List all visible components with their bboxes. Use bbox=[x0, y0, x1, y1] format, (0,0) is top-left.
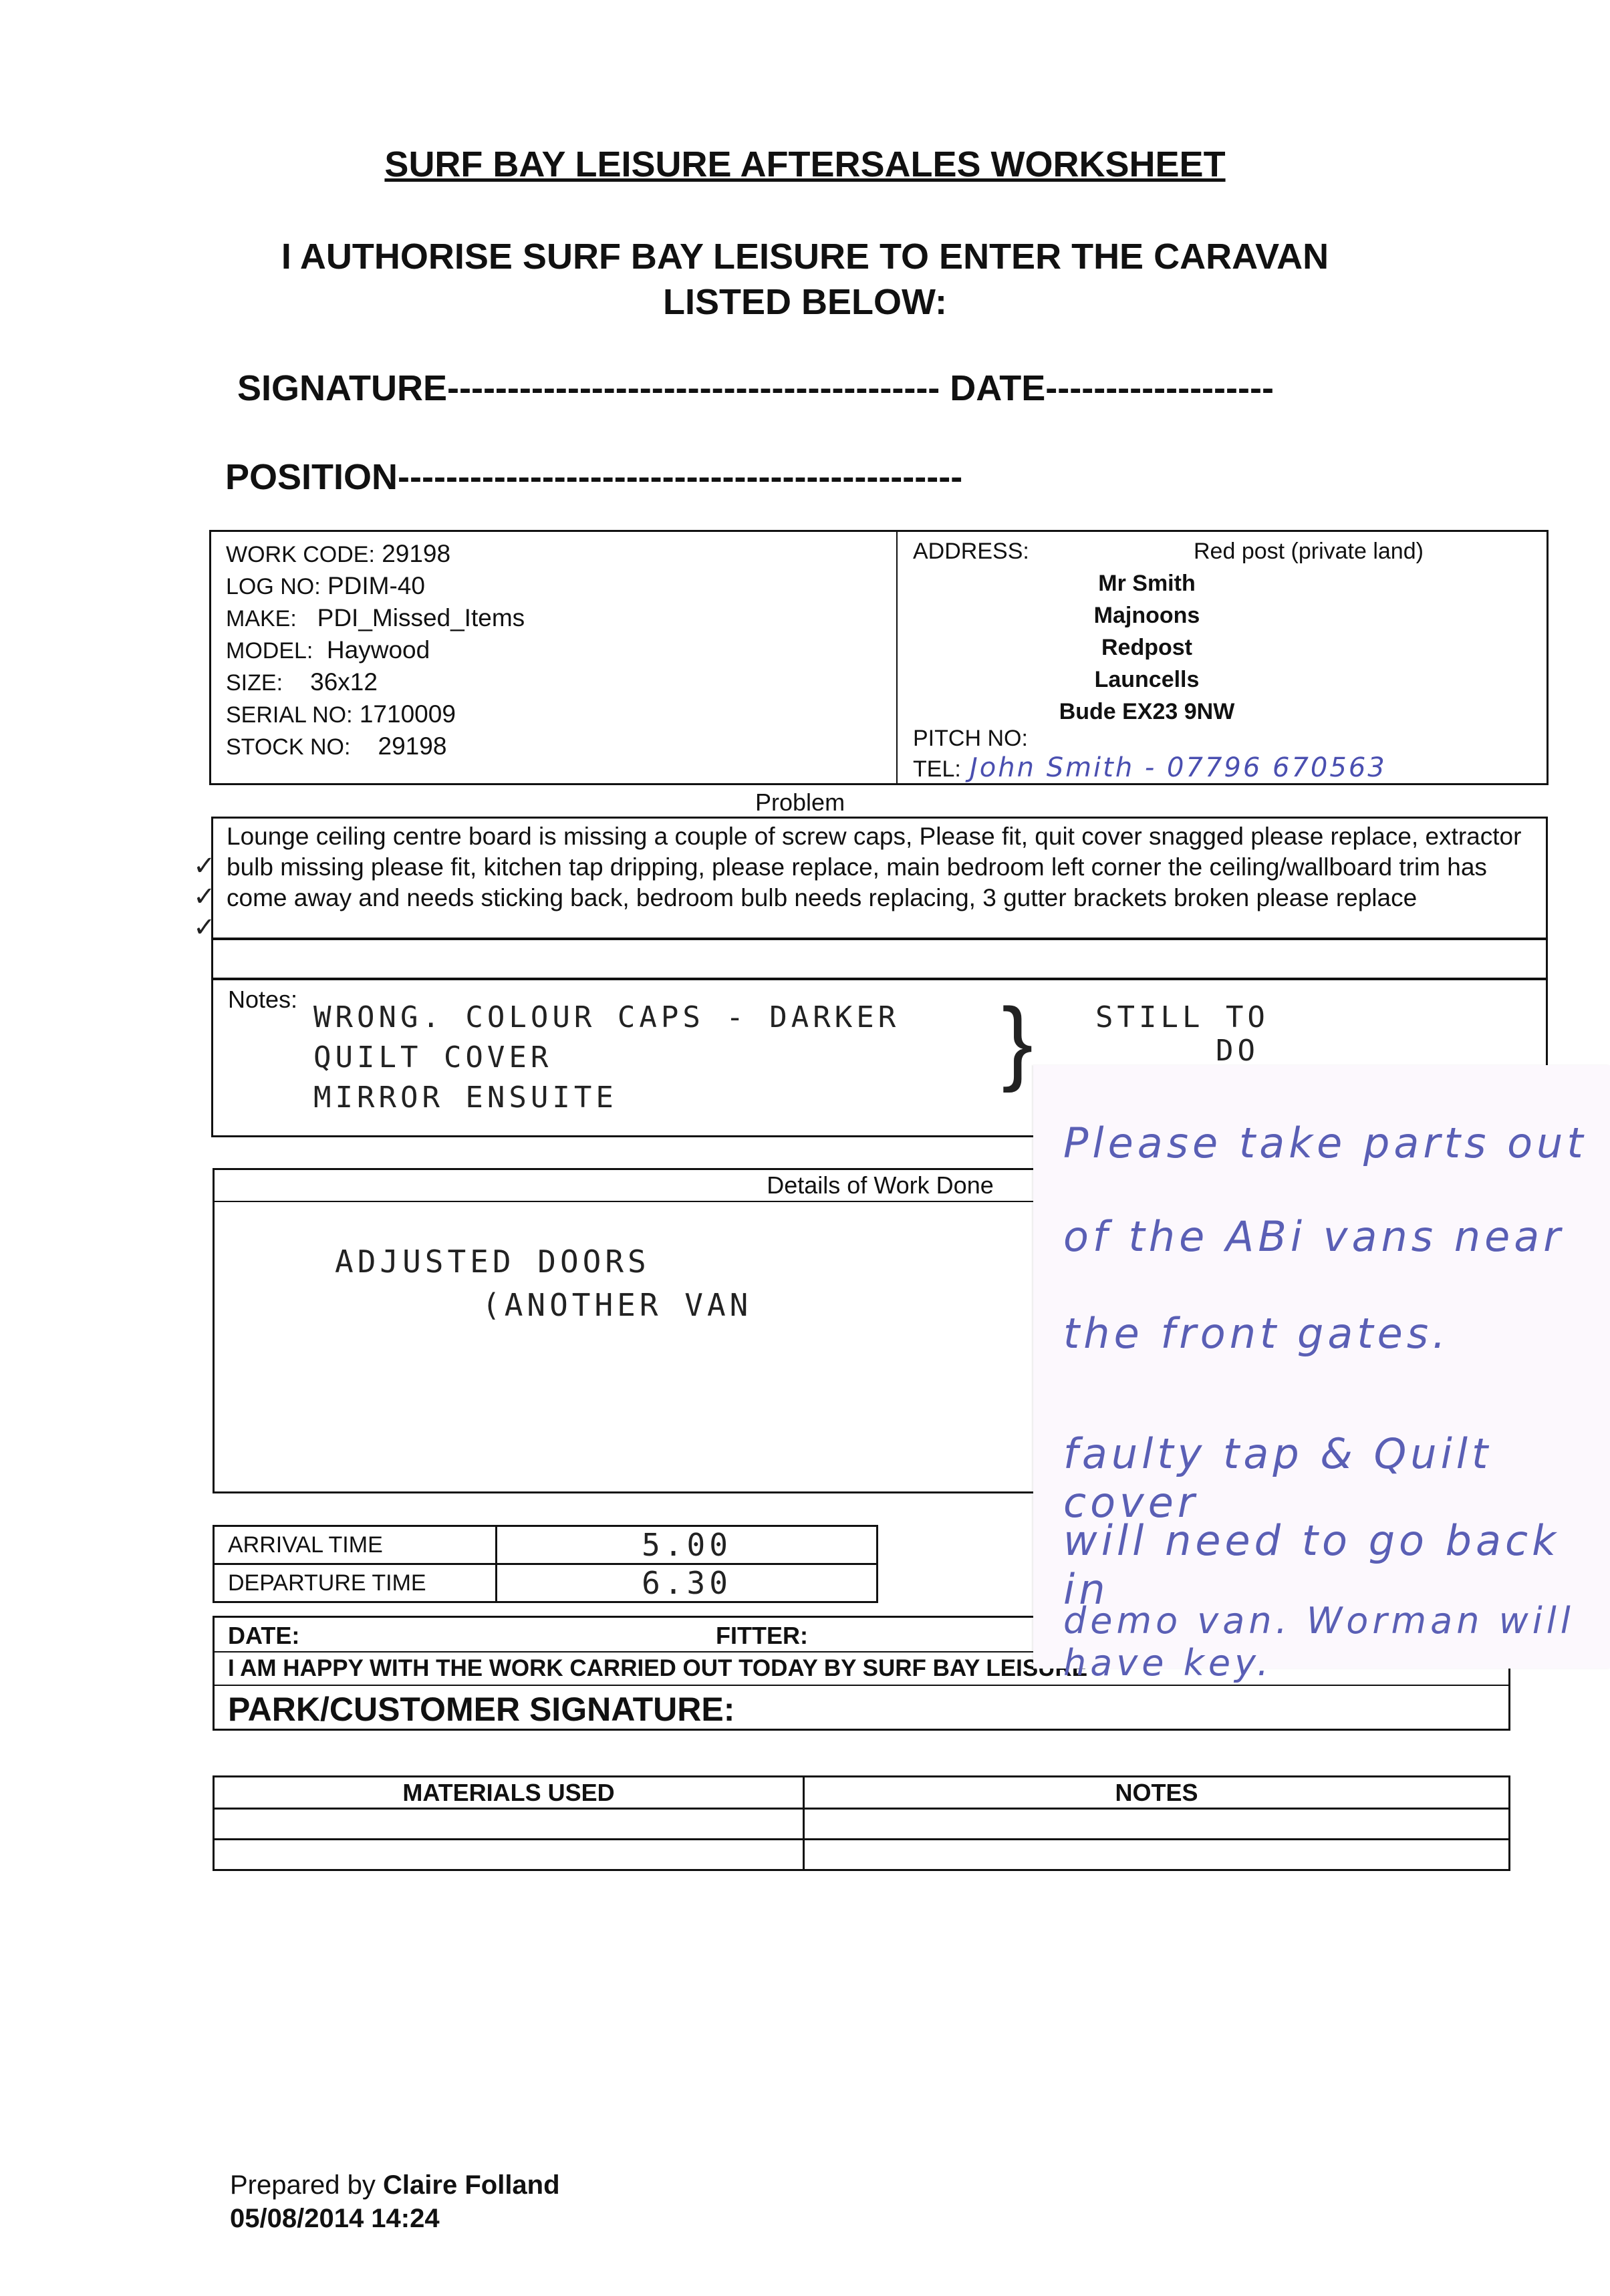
satisfaction-statement: I AM HAPPY WITH THE WORK CARRIED OUT TOD… bbox=[228, 1655, 1088, 1681]
sticky-line: Please take parts out bbox=[1063, 1119, 1587, 1167]
work-done-label: Details of Work Done bbox=[215, 1170, 1546, 1202]
notes-handwritten: MIRROR ENSUITE bbox=[313, 1081, 618, 1115]
departure-time: 6.30 bbox=[495, 1563, 878, 1603]
pitch-label: PITCH NO: bbox=[913, 726, 1028, 751]
page-title: SURF BAY LEISURE AFTERSALES WORKSHEET bbox=[384, 144, 1226, 184]
sticky-line: will need to go back in bbox=[1063, 1516, 1561, 1614]
sticky-line: demo van. Worman will have key. bbox=[1063, 1600, 1575, 1684]
notes-header: NOTES bbox=[803, 1775, 1510, 1810]
sticky-note: Please take parts out of the ABi vans ne… bbox=[1033, 1065, 1610, 1684]
caravan-info-box: WORK CODE: 29198 LOG NO: PDIM-40 MAKE: P… bbox=[209, 530, 1549, 785]
signoff-box: DATE: FITTER: I AM HAPPY WITH THE WORK C… bbox=[213, 1616, 1510, 1731]
position-line: POSITION--------------------------------… bbox=[225, 457, 963, 497]
check-icon: ✓ bbox=[193, 851, 216, 881]
address-label: ADDRESS: bbox=[913, 539, 1029, 564]
materials-header: MATERIALS USED bbox=[213, 1775, 805, 1810]
tel-handwritten: John Smith - 07796 670563 bbox=[970, 752, 1387, 783]
stock-no: STOCK NO: 29198 bbox=[226, 732, 447, 760]
prepared-datetime: 05/08/2014 14:24 bbox=[230, 2204, 440, 2233]
check-icon: ✓ bbox=[193, 882, 216, 911]
notes-label: Notes: bbox=[228, 986, 298, 1013]
problem-label: Problem bbox=[755, 788, 845, 816]
customer-signature-label: PARK/CUSTOMER SIGNATURE: bbox=[228, 1691, 735, 1728]
arrival-label: ARRIVAL TIME bbox=[213, 1525, 497, 1565]
sticky-line: of the ABi vans near bbox=[1063, 1212, 1565, 1261]
blank-row bbox=[211, 938, 1548, 980]
problem-box: Lounge ceiling centre board is missing a… bbox=[193, 817, 1548, 942]
address-note: Red post (private land) bbox=[1194, 539, 1424, 564]
work-handwritten: ADJUSTED DOORS bbox=[335, 1244, 650, 1280]
check-icon: ✓ bbox=[193, 913, 216, 942]
address-line: Majnoons bbox=[1093, 603, 1200, 628]
address-line: Bude EX23 9NW bbox=[1059, 699, 1235, 724]
make: MAKE: PDI_Missed_Items bbox=[226, 604, 525, 631]
times-table: ARRIVAL TIME 5.00 DEPARTURE TIME 6.30 bbox=[213, 1525, 878, 1603]
materials-table: MATERIALS USED NOTES bbox=[213, 1775, 1510, 1871]
signature-date-line: SIGNATURE-------------------------------… bbox=[237, 368, 1274, 408]
address-line: Mr Smith bbox=[1098, 571, 1196, 596]
tel-label: TEL: bbox=[913, 756, 961, 782]
notes-cell bbox=[803, 1808, 1510, 1840]
address-line: Redpost bbox=[1101, 635, 1192, 660]
prepared-by: Prepared by Claire Folland 05/08/2014 14… bbox=[230, 2168, 560, 2235]
departure-label: DEPARTURE TIME bbox=[213, 1563, 497, 1603]
date-label: DATE: bbox=[228, 1622, 300, 1649]
notes-handwritten: WRONG. COLOUR CAPS - DARKER bbox=[313, 1000, 900, 1034]
notes-side: DO bbox=[1216, 1034, 1259, 1068]
sticky-line: the front gates. bbox=[1063, 1309, 1450, 1358]
serial-no: SERIAL NO: 1710009 bbox=[226, 700, 456, 728]
size: SIZE: 36x12 bbox=[226, 668, 378, 696]
notes-handwritten: QUILT COVER bbox=[313, 1040, 553, 1074]
arrival-time: 5.00 bbox=[495, 1525, 878, 1565]
problem-text: Lounge ceiling centre board is missing a… bbox=[227, 823, 1522, 911]
materials-cell bbox=[213, 1838, 805, 1871]
notes-box: Notes: WRONG. COLOUR CAPS - DARKER QUILT… bbox=[211, 978, 1548, 1137]
authorisation-statement: I AUTHORISE SURF BAY LEISURE TO ENTER TH… bbox=[281, 237, 1329, 322]
work-done-box: Details of Work Done ADJUSTED DOORS (ANO… bbox=[213, 1168, 1548, 1493]
materials-cell bbox=[213, 1808, 805, 1840]
log-no: LOG NO: PDIM-40 bbox=[226, 572, 425, 599]
sticky-line: faulty tap & Quilt cover bbox=[1063, 1429, 1492, 1527]
model: MODEL: Haywood bbox=[226, 636, 430, 664]
brace-mark: } bbox=[1002, 988, 1033, 1093]
notes-side: STILL TO bbox=[1095, 1000, 1269, 1034]
work-code: WORK CODE: 29198 bbox=[226, 540, 451, 567]
work-handwritten: (ANOTHER VAN bbox=[482, 1287, 753, 1323]
address-line: Launcells bbox=[1094, 667, 1200, 692]
notes-cell bbox=[803, 1838, 1510, 1871]
fitter-label: FITTER: bbox=[716, 1622, 808, 1649]
